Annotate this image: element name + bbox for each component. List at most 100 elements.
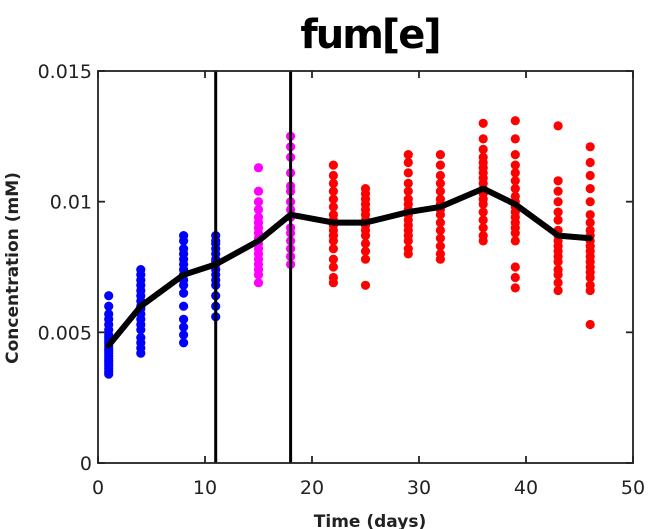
axes: 0 10 20 30 40 50 0 0.005 0.01 0.015 [38, 61, 646, 499]
data-point [510, 283, 520, 293]
data-point [328, 254, 338, 264]
data-point [328, 272, 338, 283]
data-point [435, 160, 445, 170]
data-point [585, 280, 595, 290]
x-tick-label: 30 [407, 477, 431, 499]
data-point [510, 184, 520, 194]
data-point [253, 278, 264, 288]
data-point [403, 150, 413, 160]
data-point [179, 338, 189, 348]
data-point [510, 160, 520, 170]
data-point [328, 186, 338, 196]
data-point [510, 191, 520, 201]
data-point [435, 186, 445, 196]
data-point [585, 197, 595, 207]
data-point [510, 134, 520, 144]
data-point [435, 241, 445, 251]
data-point [360, 280, 371, 290]
data-point [478, 134, 488, 144]
data-point [328, 202, 338, 212]
data-point [585, 319, 595, 330]
data-point [360, 238, 371, 249]
data-point [403, 244, 413, 254]
data-point [435, 233, 445, 243]
data-point [510, 168, 520, 178]
x-axis-label: Time (days) [314, 512, 426, 529]
plot-area [104, 71, 595, 463]
data-point [553, 207, 563, 217]
data-point [478, 118, 488, 128]
y-tick-label: 0.005 [38, 322, 92, 344]
data-point [553, 197, 563, 207]
chart-title: fum[e] [300, 12, 439, 58]
data-point [253, 186, 264, 196]
data-point [179, 330, 189, 340]
data-point [328, 160, 338, 170]
data-point [510, 262, 520, 272]
data-point [553, 285, 563, 296]
axes-frame [97, 70, 634, 464]
data-point [403, 157, 413, 168]
data-point [403, 178, 413, 188]
x-tick-label: 0 [92, 477, 104, 499]
data-point [104, 291, 114, 301]
data-point [510, 272, 520, 283]
data-point [328, 210, 338, 220]
y-axis-label: Concentration (mM) [3, 172, 23, 364]
data-point [478, 152, 488, 162]
data-point [179, 288, 189, 298]
data-point [403, 186, 413, 196]
data-point [478, 207, 488, 217]
data-point [585, 142, 595, 152]
y-tick-label: 0 [80, 453, 92, 475]
data-point [510, 116, 520, 126]
data-point [435, 150, 445, 160]
y-tick-label: 0.015 [38, 61, 92, 83]
data-point [585, 225, 595, 235]
data-point [478, 215, 488, 225]
data-point [553, 121, 563, 131]
data-point [478, 231, 488, 241]
data-point [435, 170, 445, 181]
data-point [553, 278, 563, 288]
data-point [585, 170, 595, 181]
data-point [553, 186, 563, 196]
data-point [435, 218, 445, 228]
data-point [179, 244, 189, 254]
data-point [360, 254, 371, 264]
data-point [328, 178, 338, 188]
data-point [104, 309, 114, 319]
data-point [104, 301, 114, 311]
data-point [328, 170, 338, 181]
data-point [435, 194, 445, 204]
data-point [585, 210, 595, 220]
data-point [435, 178, 445, 188]
data-point [585, 218, 595, 228]
data-point [403, 168, 413, 178]
data-point [136, 333, 146, 343]
data-point [360, 246, 371, 256]
data-point [179, 301, 189, 311]
mean-line [105, 185, 594, 349]
data-point [553, 176, 563, 186]
data-point [179, 314, 189, 324]
data-point [553, 215, 563, 225]
data-point [179, 231, 189, 241]
data-point [136, 265, 146, 275]
data-point [253, 197, 264, 207]
x-tick-label: 20 [300, 477, 324, 499]
data-point [478, 223, 488, 233]
data-point [478, 144, 488, 154]
data-point [360, 184, 371, 194]
data-point [510, 236, 520, 246]
data-point [435, 225, 445, 235]
data-point [510, 176, 520, 186]
data-point [403, 194, 413, 204]
data-point [253, 163, 264, 173]
x-tick-label: 50 [621, 477, 645, 499]
data-point [328, 244, 338, 254]
x-tick-label: 40 [514, 477, 538, 499]
data-point [328, 194, 338, 204]
data-point [585, 184, 595, 194]
